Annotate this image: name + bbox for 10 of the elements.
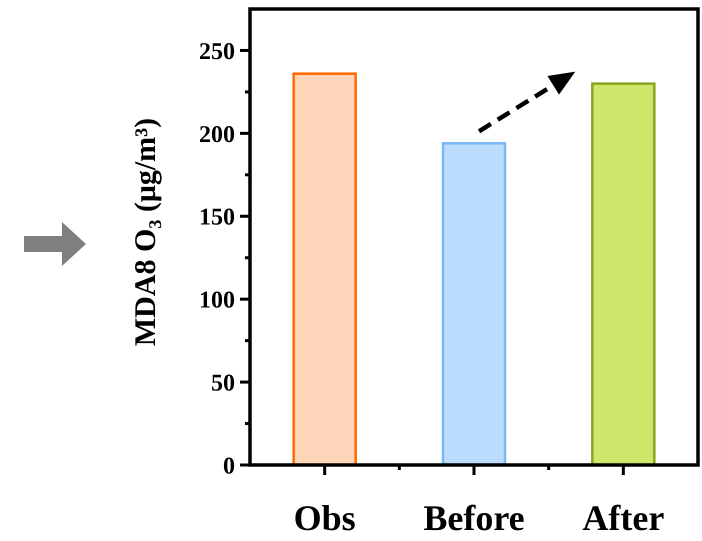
x-tick-label: Before [423,498,525,538]
y-tick-label: 50 [211,370,235,396]
y-tick-label: 200 [199,122,235,148]
y-tick-label: 0 [223,453,235,480]
y-tick-label: 100 [199,288,235,314]
x-tick-label: Obs [294,498,356,538]
x-tick-label: After [582,498,664,538]
y-axis-title: MDA8 O₃ (μg/m³) [129,118,162,346]
y-tick-label: 250 [199,38,235,65]
y-tick-label: 150 [199,204,235,231]
